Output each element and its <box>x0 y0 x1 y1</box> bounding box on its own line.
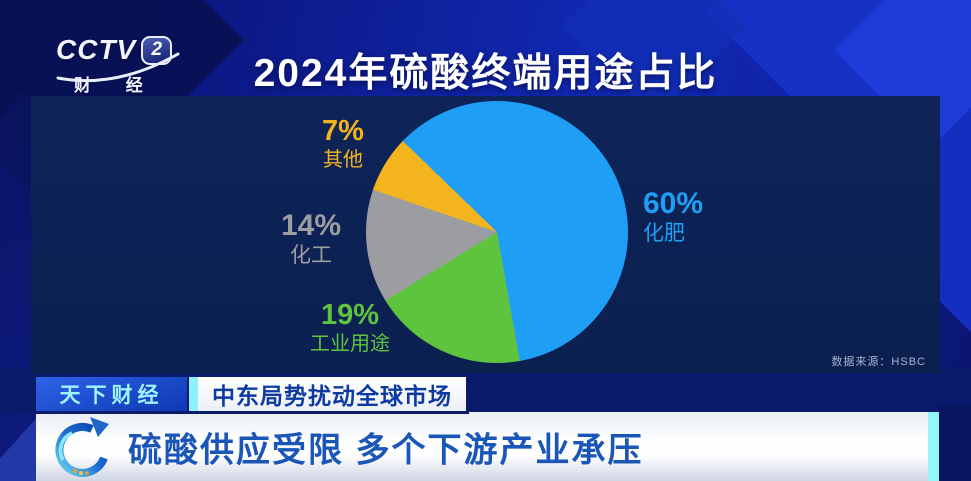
ticker-separator <box>189 377 198 411</box>
pie-label-name: 化工 <box>290 244 332 268</box>
ticker-row: 天下财经 中东局势扰动全球市场 <box>33 374 469 414</box>
pie-label-fertilizer: 60% 化肥 <box>643 187 773 246</box>
ticker-topic: 中东局势扰动全球市场 <box>198 377 466 411</box>
pie-label-percent: 60% <box>643 187 704 220</box>
pie-label-name: 其他 <box>323 149 363 172</box>
data-source-label: 数据来源：HSBC <box>831 356 926 368</box>
headline-accent-strip <box>928 412 939 481</box>
headline-text: 硫酸供应受限 多个下游产业承压 <box>128 431 644 469</box>
background-shape <box>938 405 971 481</box>
cycle-arrow-icon <box>55 417 109 477</box>
chart-panel: 60% 化肥 19% 工业用途 14% 化工 7% 其他 数据来源：HSBC <box>31 96 940 373</box>
pie-label-other: 7% 其他 <box>293 115 393 172</box>
pie-chart <box>366 101 628 363</box>
pie-label-percent: 19% <box>320 299 380 331</box>
logo-swoosh-icon <box>56 52 180 83</box>
pie-label-percent: 14% <box>280 209 342 242</box>
pie-label-industrial: 19% 工业用途 <box>295 299 405 356</box>
pie-label-chemical: 14% 化工 <box>261 209 361 268</box>
headline-bar: 硫酸供应受限 多个下游产业承压 <box>36 412 928 481</box>
channel-logo: CCTV 2 财 经 <box>56 34 180 96</box>
pie-label-name: 化肥 <box>643 222 685 246</box>
pie-label-percent: 7% <box>322 115 364 147</box>
pie-label-name: 工业用途 <box>310 333 390 356</box>
program-name-badge: 天下财经 <box>36 377 187 411</box>
